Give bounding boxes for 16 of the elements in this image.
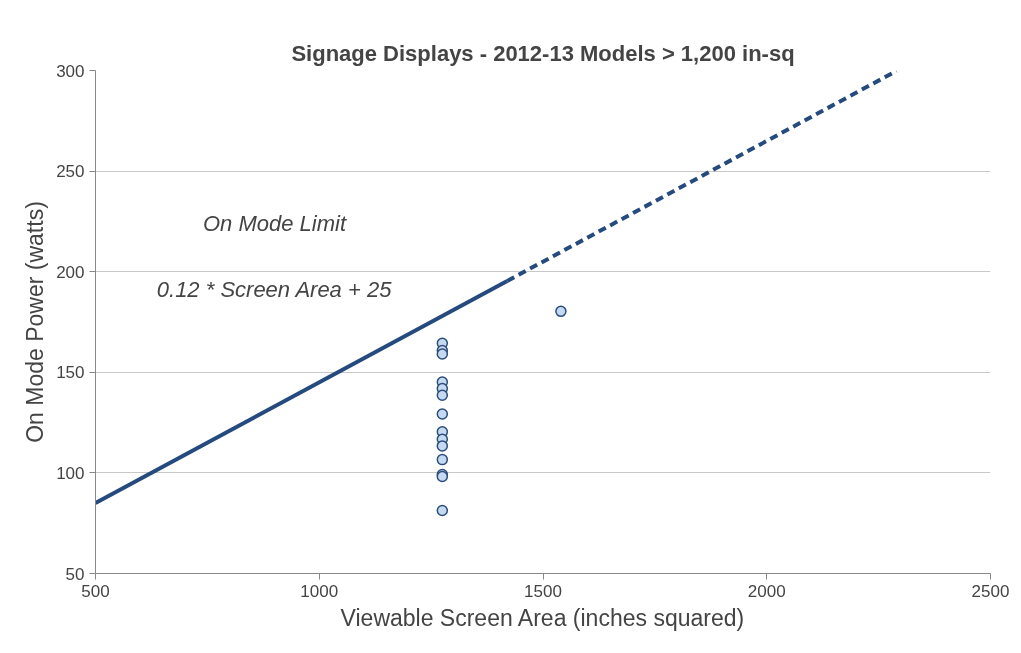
annotation: 0.12 * Screen Area + 25 [156,276,393,302]
y-tick-label: 300 [56,61,85,81]
y-tick-label: 50 [65,564,85,584]
x-tick-label: 1500 [524,581,562,601]
x-tick-label: 2500 [971,581,1010,601]
x-axis-title: Viewable Screen Area (inches squared) [340,604,745,631]
y-tick-label: 250 [56,162,85,182]
y-tick-label: 200 [56,262,85,282]
annotation: On Mode Limit [202,211,347,237]
x-tick-label: 500 [81,581,110,601]
chart-title: Signage Displays - 2012-13 Models > 1,200 in-sq [291,40,795,66]
x-tick-label: 2000 [747,581,786,601]
y-axis-title: On Mode Power (watts) [22,201,49,443]
x-tick-label: 1000 [300,581,339,601]
y-tick-label: 100 [56,463,85,483]
y-tick-label: 150 [56,363,85,383]
